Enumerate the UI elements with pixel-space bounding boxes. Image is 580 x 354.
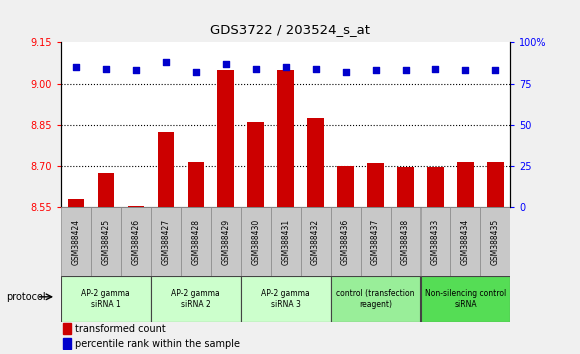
Text: protocol: protocol: [6, 292, 45, 302]
Text: GSM388434: GSM388434: [461, 218, 470, 265]
Text: GSM388437: GSM388437: [371, 218, 380, 265]
Text: AP-2 gamma
siRNA 3: AP-2 gamma siRNA 3: [261, 290, 310, 309]
Bar: [91, 207, 121, 276]
Text: GSM388428: GSM388428: [191, 219, 200, 264]
Point: [101, 66, 110, 72]
Point: [491, 68, 500, 73]
Point: [251, 66, 260, 72]
Text: GSM388425: GSM388425: [102, 218, 110, 265]
Point: [401, 68, 410, 73]
Bar: [68, 199, 84, 207]
Bar: [218, 70, 234, 207]
Text: GDS3722 / 203524_s_at: GDS3722 / 203524_s_at: [210, 23, 370, 36]
Text: GSM388432: GSM388432: [311, 218, 320, 265]
Text: transformed count: transformed count: [75, 324, 166, 334]
Bar: [63, 338, 71, 349]
Point: [221, 61, 230, 67]
Bar: [420, 276, 510, 322]
Bar: [367, 163, 384, 207]
Bar: [248, 122, 264, 207]
Bar: [487, 162, 503, 207]
Bar: [63, 324, 71, 334]
Text: percentile rank within the sample: percentile rank within the sample: [75, 339, 240, 349]
Text: control (transfection
reagent): control (transfection reagent): [336, 290, 415, 309]
Text: GSM388435: GSM388435: [491, 218, 500, 265]
Text: GSM388433: GSM388433: [431, 218, 440, 265]
Bar: [241, 276, 331, 322]
Bar: [97, 173, 114, 207]
Bar: [61, 276, 151, 322]
Text: GSM388431: GSM388431: [281, 218, 290, 265]
Point: [461, 68, 470, 73]
Point: [341, 69, 350, 75]
Point: [281, 64, 290, 70]
Text: AP-2 gamma
siRNA 2: AP-2 gamma siRNA 2: [171, 290, 220, 309]
Bar: [128, 206, 144, 207]
Point: [431, 66, 440, 72]
Bar: [277, 70, 294, 207]
Text: GSM388427: GSM388427: [161, 218, 171, 265]
Text: GSM388426: GSM388426: [131, 218, 140, 265]
Point: [161, 59, 171, 65]
Bar: [307, 118, 324, 207]
Bar: [331, 207, 361, 276]
Bar: [361, 207, 390, 276]
Bar: [300, 207, 331, 276]
Bar: [427, 167, 444, 207]
Text: GSM388429: GSM388429: [221, 218, 230, 265]
Bar: [420, 207, 451, 276]
Point: [311, 66, 320, 72]
Bar: [331, 276, 420, 322]
Bar: [338, 166, 354, 207]
Bar: [181, 207, 211, 276]
Bar: [480, 207, 510, 276]
Point: [191, 69, 201, 75]
Bar: [61, 207, 91, 276]
Text: GSM388424: GSM388424: [71, 218, 81, 265]
Bar: [241, 207, 271, 276]
Point: [371, 68, 380, 73]
Text: GSM388430: GSM388430: [251, 218, 260, 265]
Bar: [158, 132, 174, 207]
Bar: [211, 207, 241, 276]
Bar: [397, 167, 414, 207]
Bar: [457, 162, 474, 207]
Text: AP-2 gamma
siRNA 1: AP-2 gamma siRNA 1: [81, 290, 130, 309]
Bar: [451, 207, 480, 276]
Text: GSM388438: GSM388438: [401, 218, 410, 265]
Bar: [390, 207, 420, 276]
Bar: [151, 276, 241, 322]
Bar: [187, 162, 204, 207]
Text: Non-silencing control
siRNA: Non-silencing control siRNA: [425, 290, 506, 309]
Point: [131, 68, 140, 73]
Bar: [121, 207, 151, 276]
Bar: [151, 207, 181, 276]
Bar: [271, 207, 300, 276]
Text: GSM388436: GSM388436: [341, 218, 350, 265]
Point: [71, 64, 81, 70]
